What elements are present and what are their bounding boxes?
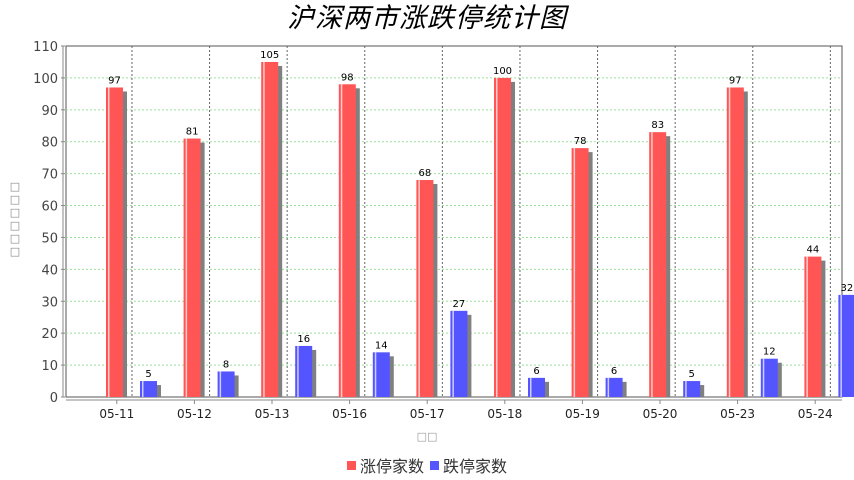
bar-highlight <box>452 310 454 397</box>
bar-limit-up <box>649 132 667 397</box>
bar-limit-down <box>683 381 701 397</box>
y-tick-label: 0 <box>50 391 58 406</box>
x-tick-label: 05-12 <box>177 407 212 421</box>
bar-limit-up <box>416 180 434 397</box>
data-label: 97 <box>729 75 742 86</box>
y-tick-label: 100 <box>33 72 58 87</box>
data-label: 6 <box>533 366 539 377</box>
chart-title: 沪深两市涨跌停统计图 <box>287 3 567 34</box>
y-tick-label: 50 <box>41 231 58 246</box>
bar-highlight <box>573 148 576 397</box>
legend-label: 涨停家数 <box>359 457 424 476</box>
bar-highlight <box>142 381 144 397</box>
bar-limit-up <box>106 87 123 398</box>
y-tick-label: 40 <box>41 263 58 278</box>
bar-highlight <box>496 77 498 397</box>
bar-limit-down <box>760 358 778 397</box>
bar-highlight <box>185 138 188 397</box>
bar-highlight <box>340 84 343 398</box>
data-label: 5 <box>689 369 695 380</box>
data-label: 78 <box>574 136 587 147</box>
x-tick-label: 05-17 <box>410 407 445 421</box>
x-tick-label: 05-11 <box>99 407 134 421</box>
x-tick-label: 05-20 <box>643 407 678 421</box>
bar-highlight <box>418 180 420 397</box>
data-label: 6 <box>611 366 617 377</box>
y-tick-label: 10 <box>41 359 58 374</box>
x-tick-label: 05-19 <box>565 407 600 421</box>
bar-highlight <box>219 371 222 397</box>
bar-limit-up <box>571 148 589 397</box>
y-tick-label: 20 <box>41 327 58 342</box>
bar-highlight <box>840 294 842 397</box>
bar-highlight <box>728 87 731 398</box>
data-label: 16 <box>297 334 310 345</box>
bar-limit-down <box>372 352 390 397</box>
y-tick-label: 70 <box>41 168 58 183</box>
data-label: 98 <box>341 72 354 83</box>
y-axis-label: □□□□□□ <box>9 180 21 258</box>
bar-limit-up <box>494 77 511 397</box>
bar-highlight <box>530 377 532 397</box>
bar-highlight <box>762 358 765 397</box>
legend-swatch-red <box>346 460 356 470</box>
bar-limit-up <box>183 138 201 397</box>
y-tick-label: 60 <box>41 200 58 215</box>
bar-limit-down <box>217 371 235 397</box>
legend: 涨停家数 跌停家数 <box>0 453 854 477</box>
bar-highlight <box>651 132 653 397</box>
data-label: 12 <box>763 347 776 358</box>
bar-limit-down <box>528 377 545 397</box>
bar-highlight <box>607 377 610 397</box>
bar-limit-down <box>450 310 468 397</box>
bar-limit-up <box>261 61 279 398</box>
data-label: 105 <box>260 50 279 61</box>
legend-label: 跌停家数 <box>443 457 508 476</box>
bar-limit-down <box>605 377 623 397</box>
bar-highlight <box>108 87 110 398</box>
bar-highlight <box>685 381 687 397</box>
data-label: 44 <box>807 245 820 256</box>
data-label: 81 <box>186 127 199 138</box>
data-label: 68 <box>419 168 432 179</box>
data-label: 100 <box>493 66 512 77</box>
bar-limit-down <box>838 294 854 397</box>
x-tick-label: 05-24 <box>798 407 833 421</box>
y-tick-label: 110 <box>33 40 58 55</box>
data-label: 83 <box>651 120 664 131</box>
data-label: 14 <box>375 340 388 351</box>
bar-highlight <box>297 345 299 397</box>
bar-limit-up <box>726 87 744 398</box>
data-label: 32 <box>841 283 854 294</box>
data-label: 27 <box>453 299 466 310</box>
data-label: 97 <box>108 75 121 86</box>
bar-highlight <box>806 256 808 397</box>
y-tick-label: 80 <box>41 136 58 151</box>
legend-swatch-blue <box>430 460 439 470</box>
bar-highlight <box>263 61 265 398</box>
data-label: 5 <box>145 369 151 380</box>
x-tick-label: 05-18 <box>487 407 522 421</box>
x-axis-label: □□ <box>416 430 438 443</box>
bar-limit-down <box>140 381 157 397</box>
data-label: 8 <box>223 359 229 370</box>
y-tick-label: 90 <box>41 104 58 119</box>
x-tick-label: 05-16 <box>332 407 367 421</box>
x-tick-label: 05-13 <box>255 407 290 421</box>
legend-item-limit-up[interactable]: 涨停家数 <box>346 453 424 477</box>
bar-limit-down <box>295 345 313 397</box>
bar-limit-up <box>338 84 356 398</box>
x-tick-label: 05-23 <box>720 407 755 421</box>
y-tick-label: 30 <box>41 295 58 310</box>
plot-area: 0 10 20 30 40 50 60 70 80 90 100 110 97 5 05-11 81 8 05-1… <box>33 40 854 421</box>
bar-limit-up <box>804 256 822 397</box>
bar-highlight <box>374 352 377 397</box>
legend-item-limit-down[interactable]: 跌停家数 <box>430 453 507 477</box>
